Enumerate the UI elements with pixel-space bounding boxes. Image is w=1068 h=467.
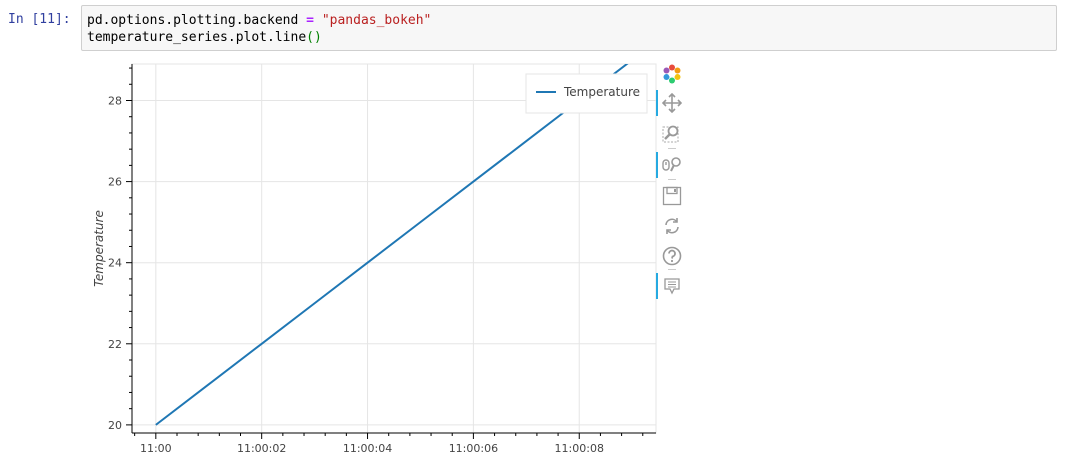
save-icon: [662, 186, 682, 206]
x-tick-label: 11:00:06: [449, 442, 498, 455]
reset-icon: [665, 218, 679, 234]
code-line-2: temperature_series.plot.line(): [87, 29, 1056, 46]
x-tick-label: 11:00:04: [343, 442, 392, 455]
x-tick-label: 11:00:02: [237, 442, 286, 455]
active-indicator: [656, 152, 658, 178]
box-zoom-tool[interactable]: [656, 119, 686, 147]
pan-tool[interactable]: [656, 89, 686, 117]
code-operator: =: [306, 13, 314, 28]
input-prompt: In [11]:: [8, 12, 71, 27]
y-tick-label: 22: [108, 338, 122, 351]
y-tick-label: 26: [108, 176, 122, 189]
legend: Temperature: [525, 73, 648, 114]
active-indicator: [656, 273, 658, 299]
code-token: temperature_series.plot.line: [87, 30, 307, 45]
legend-label: Temperature: [563, 85, 640, 99]
axes: 20 22 24 26 28 11:00 11:00:02 11:00:04 11:00:06 1…: [92, 64, 656, 455]
plot-frame: [131, 63, 657, 434]
save-tool[interactable]: [656, 179, 686, 210]
y-axis-label: Temperature: [92, 210, 106, 287]
help-tool[interactable]: [656, 242, 686, 270]
code-string: "pandas_bokeh": [321, 13, 432, 28]
active-indicator: [656, 90, 658, 116]
bokeh-line-chart[interactable]: 20 22 24 26 28 11:00 11:00:02 11:00:04 11:00:06 1…: [81, 58, 701, 463]
reset-tool[interactable]: [656, 212, 686, 240]
separator: [668, 148, 676, 149]
y-tick-label: 24: [108, 257, 122, 270]
code-token: pd.options.plotting.backend: [87, 13, 307, 28]
y-tick-label: 20: [108, 419, 122, 432]
y-tick-label: 28: [108, 94, 122, 107]
series-line: [155, 64, 629, 426]
code-line-1: pd.options.plotting.backend = "pandas_bo…: [87, 12, 1056, 29]
pan-icon: [662, 93, 682, 113]
code-paren: (): [306, 30, 322, 45]
code-space: [314, 13, 322, 28]
output-area: 20 22 24 26 28 11:00 11:00:02 11:00:04 11:00:06 1…: [81, 58, 701, 463]
box-zoom-icon: [662, 125, 679, 143]
separator: [668, 179, 676, 180]
wheel-zoom-icon: [662, 157, 681, 172]
x-tick-label: 11:00: [140, 442, 172, 455]
wheel-zoom-tool[interactable]: [656, 148, 686, 179]
bokeh-logo[interactable]: [656, 60, 686, 88]
series-layer: [155, 64, 629, 426]
bokeh-toolbar: [656, 60, 686, 300]
legend-box: [525, 73, 648, 114]
separator: [668, 269, 676, 270]
grid-lines: [131, 63, 657, 434]
code-editor[interactable]: pd.options.plotting.backend = "pandas_bo…: [81, 5, 1057, 51]
x-tick-label: 11:00:08: [555, 442, 604, 455]
hover-icon: [664, 278, 680, 295]
bokeh-logo-icon: [663, 64, 681, 84]
hover-tool[interactable]: [656, 269, 686, 300]
help-icon: [662, 246, 682, 266]
